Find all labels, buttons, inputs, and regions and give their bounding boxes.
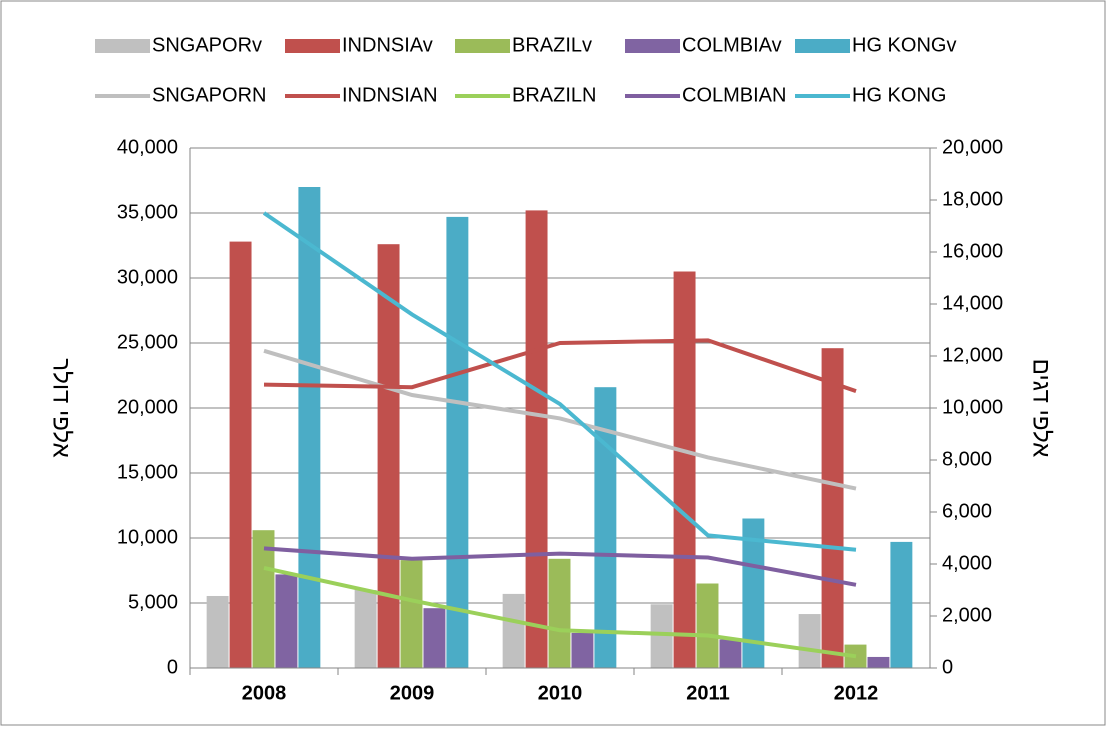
line [263,546,857,587]
y-tick-label: 15,000 [117,461,178,483]
bar [650,604,673,668]
y2-tick-label: 0 [942,656,953,678]
bar [423,608,446,668]
bar [377,244,400,668]
bar [719,639,742,668]
bar [525,210,548,668]
y2-axis-label: אלפי דגים [1028,359,1055,458]
bar [742,518,765,668]
y2-tick-label: 14,000 [942,292,1003,314]
y-axis-label: אלפי דולר [48,358,75,457]
y2-tick-label: 8,000 [942,448,992,470]
bar [354,590,377,668]
line [263,338,857,393]
legend-label: BRAZILN [512,84,596,106]
x-tick-label: 2009 [390,682,435,704]
legend-label: INDNSIAN [342,84,438,106]
bar [867,656,890,668]
y-tick-label: 20,000 [117,396,178,418]
bar [446,216,469,668]
y2-tick-label: 4,000 [942,552,992,574]
x-tick-label: 2012 [834,682,879,704]
bar [502,593,525,668]
line [262,211,857,552]
x-tick-label: 2008 [242,682,287,704]
bar [206,595,229,668]
line [263,565,857,659]
legend-label: COLMBIAN [682,84,786,106]
bar [400,560,423,668]
bar [673,271,696,668]
x-tick-label: 2010 [538,682,583,704]
bar [275,574,298,668]
y-tick-label: 5,000 [128,591,178,613]
legend-label: COLMBIAv [682,34,782,56]
legend-label: BRAZILv [512,34,592,56]
bar [571,632,594,668]
y-tick-label: 10,000 [117,526,178,548]
bar [298,187,321,668]
bar [548,558,571,668]
y2-tick-label: 12,000 [942,344,1003,366]
y-tick-label: 25,000 [117,331,178,353]
bar [890,541,913,668]
legend-label: HG KONGv [852,34,956,56]
bar [696,583,719,668]
y-tick-label: 40,000 [117,136,178,158]
x-tick-label: 2011 [686,682,729,704]
y2-tick-label: 20,000 [942,136,1003,158]
legend-swatch [455,39,510,53]
bar [821,348,844,668]
legend-label: HG KONG [852,84,946,106]
line [263,348,857,491]
legend-swatch [95,39,150,53]
bar [798,614,821,668]
y2-tick-label: 10,000 [942,396,1003,418]
y2-tick-label: 16,000 [942,240,1003,262]
y-tick-label: 35,000 [117,201,178,223]
legend-swatch [625,39,680,53]
legend-swatch [285,39,340,53]
bar [229,241,252,668]
bar [252,530,275,668]
legend-swatch [795,39,850,53]
legend-label: SNGAPORv [152,34,262,56]
y-tick-label: 30,000 [117,266,178,288]
legend-label: INDNSIAv [342,34,433,56]
y2-tick-label: 2,000 [942,604,992,626]
bar [594,387,617,668]
legend-label: SNGAPORN [152,84,266,106]
y-tick-label: 0 [167,656,178,678]
y2-tick-label: 18,000 [942,188,1003,210]
y2-tick-label: 6,000 [942,500,992,522]
